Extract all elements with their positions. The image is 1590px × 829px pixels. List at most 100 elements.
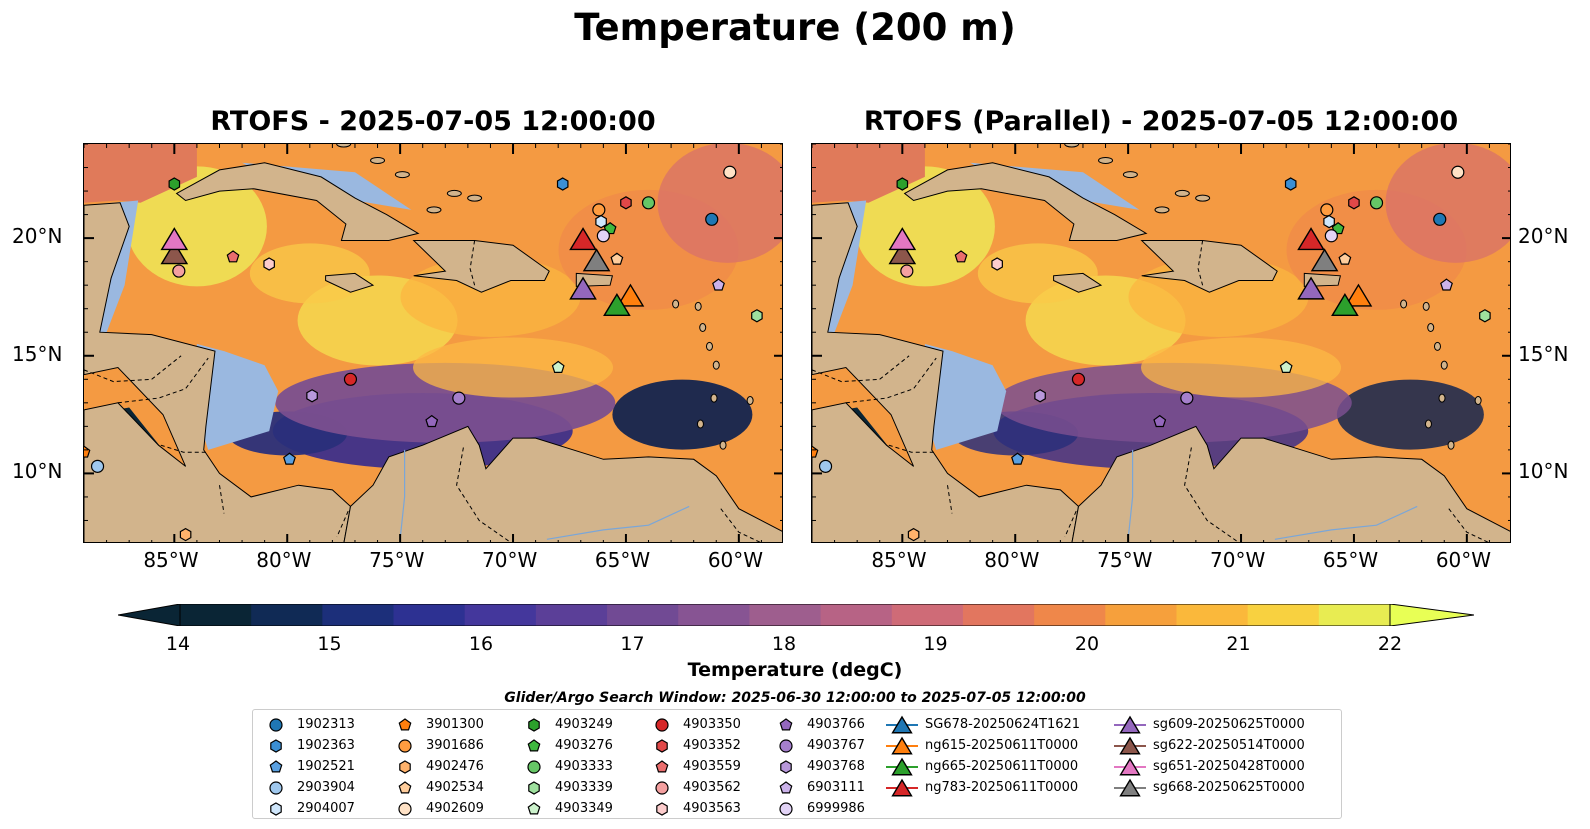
hexagon-icon — [528, 717, 540, 732]
legend-label: 4902534 — [426, 780, 484, 795]
lat-tick-label-right: 20°N — [1518, 224, 1569, 249]
colorbar-tick-label: 15 — [317, 633, 342, 655]
glider-marker-sg668-20250625T0000 — [582, 248, 611, 272]
central-america-land — [84, 202, 352, 542]
legend-item-1902521: 1902521 — [261, 756, 355, 777]
bahamas-islands — [1064, 144, 1211, 214]
legend-label: SG678-20250624T1621 — [925, 717, 1081, 732]
argo-markers — [812, 165, 1491, 542]
colorbar — [117, 603, 1475, 627]
legend-item-4902476: 4902476 — [390, 756, 484, 777]
circle-icon — [527, 759, 541, 774]
search-window-text: Glider/Argo Search Window: 2025-06-30 12… — [504, 690, 1086, 706]
legend-marker — [656, 738, 668, 753]
argo-marker-4903352 — [1348, 196, 1360, 210]
legend-item-sg622-20250514T0000: sg622-20250514T0000 — [1113, 735, 1305, 756]
legend-label: 4903352 — [683, 738, 741, 753]
legend-item-4903333: 4903333 — [519, 756, 613, 777]
legend-item-2903904: 2903904 — [261, 777, 355, 798]
legend-item-4902609: 4902609 — [390, 798, 484, 819]
argo-marker-4902534 — [610, 252, 624, 265]
legend-label: 4903563 — [683, 801, 741, 816]
argo-marker-4903562 — [900, 264, 914, 278]
legend-marker — [269, 780, 283, 795]
land — [812, 162, 1510, 542]
legend-item-1902363: 1902363 — [261, 735, 355, 756]
legend-marker — [269, 759, 283, 772]
argo-marker-1902521 — [1011, 452, 1024, 465]
legend-item-3901686: 3901686 — [390, 735, 484, 756]
legend-marker — [891, 757, 913, 775]
legend-label: ng783-20250611T0000 — [925, 780, 1079, 795]
argo-marker-3901300 — [84, 445, 91, 458]
colorbar-min-extend — [117, 603, 181, 627]
cuba-land — [175, 162, 420, 241]
glider-marker-sg651-20250428T0000 — [888, 227, 917, 251]
legend-label: 2903904 — [297, 780, 355, 795]
argo-marker-4903350 — [1071, 372, 1086, 386]
pentagon-icon — [398, 717, 412, 730]
legend-label: 6903111 — [807, 780, 865, 795]
legend-label: 4903562 — [683, 780, 741, 795]
glider-marker-ng615-20250611T0000 — [1344, 283, 1373, 307]
legend-marker — [655, 717, 669, 732]
colorbar-tick-label: 19 — [923, 633, 948, 655]
legend-marker — [270, 801, 282, 816]
colorbar-tick-label: 18 — [771, 633, 797, 655]
argo-marker-4903768 — [1034, 389, 1046, 403]
pentagon-icon — [779, 780, 793, 793]
legend-item-4903562: 4903562 — [647, 777, 741, 798]
circle-icon — [779, 801, 793, 816]
lon-tick-label: 70°W — [482, 548, 538, 572]
legend-marker — [656, 801, 668, 816]
legend-marker — [399, 759, 411, 774]
jamaica-land — [1053, 272, 1103, 293]
pentagon-icon — [779, 717, 793, 730]
argo-marker-1902313 — [705, 212, 719, 226]
triangle-icon — [886, 715, 918, 733]
axis-ticks — [84, 144, 782, 542]
glider-marker-ng615-20250611T0000 — [616, 283, 645, 307]
lon-tick-label: 85°W — [143, 548, 199, 572]
jamaica-land — [325, 272, 375, 293]
argo-marker-3901686 — [1320, 203, 1334, 217]
map-svg — [812, 144, 1510, 542]
pentagon-icon — [655, 759, 669, 772]
triangle-icon — [1114, 715, 1146, 733]
argo-marker-4903766 — [1153, 414, 1167, 428]
argo-marker-1902363 — [556, 177, 569, 191]
colorbar-tick-label: 22 — [1377, 633, 1403, 655]
land — [84, 162, 782, 542]
glider-marker-sg622-20250514T0000 — [160, 241, 189, 265]
argo-marker-4903562 — [172, 264, 186, 278]
lat-tick-label-left: 15°N — [12, 341, 63, 366]
legend-marker — [779, 717, 793, 730]
legend-marker — [398, 738, 412, 753]
legend-label: 4903350 — [683, 717, 741, 732]
legend-item-4903766: 4903766 — [771, 714, 865, 735]
argo-marker-2903904 — [90, 459, 105, 473]
lon-tick-label: 70°W — [1210, 548, 1266, 572]
legend-marker — [655, 780, 669, 795]
hexagon-icon — [270, 738, 282, 753]
colorbar-tick-label: 21 — [1226, 633, 1251, 655]
legend-marker — [527, 759, 541, 774]
cuba-land — [903, 162, 1148, 241]
hexagon-icon — [656, 801, 668, 816]
argo-marker-4903339 — [751, 309, 763, 323]
legend-label: 2904007 — [297, 801, 355, 816]
legend-label: sg609-20250625T0000 — [1153, 717, 1305, 732]
lat-tick-label-left: 20°N — [12, 224, 63, 249]
argo-marker-4903768 — [306, 389, 318, 403]
legend-item-4903350: 4903350 — [647, 714, 741, 735]
legend-label: 1902363 — [297, 738, 355, 753]
pentagon-icon — [269, 759, 283, 772]
legend-label: 4903766 — [807, 717, 865, 732]
legend-label: 4903349 — [555, 801, 613, 816]
glider-markers — [160, 227, 645, 317]
hispaniola-land — [412, 240, 550, 293]
argo-marker-3901686 — [592, 203, 606, 217]
triangle-icon — [886, 757, 918, 775]
lesser-antilles — [672, 299, 754, 450]
argo-marker-4903767 — [1180, 391, 1194, 405]
